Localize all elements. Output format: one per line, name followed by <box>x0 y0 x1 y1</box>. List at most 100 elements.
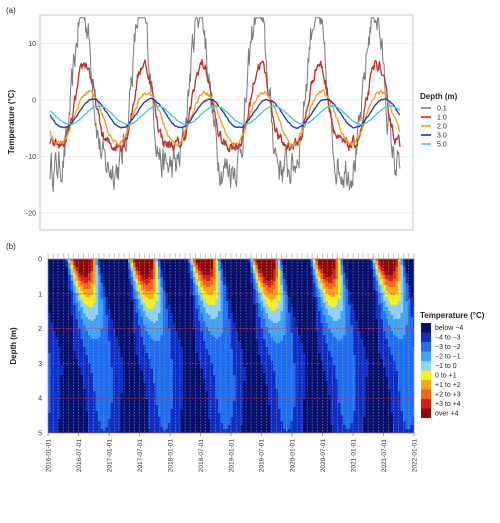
heatmap-cell <box>60 333 64 336</box>
heatmap-cell <box>48 309 51 312</box>
heatmap-cell <box>70 379 74 382</box>
heatmap-cell <box>53 417 56 420</box>
heatmap-cell <box>65 295 69 298</box>
heatmap-cell <box>63 313 66 316</box>
heatmap-cell <box>75 413 79 416</box>
heatmap-cell <box>85 375 89 378</box>
heatmap-cell <box>148 379 151 382</box>
heatmap-cell <box>155 287 159 290</box>
heatmap-cell <box>160 421 164 424</box>
heatmap-cell <box>73 431 76 433</box>
heatmap-cell <box>103 413 106 416</box>
heatmap-cell <box>120 283 124 286</box>
heatmap-cell <box>160 269 164 272</box>
heatmap-cell <box>168 333 171 336</box>
heatmap-cell <box>105 313 109 316</box>
heatmap-cell <box>115 425 119 428</box>
heatmap-cell <box>180 317 184 320</box>
heatmap-cell <box>65 283 69 286</box>
heatmap-cell <box>58 391 61 394</box>
heatmap-cell <box>125 315 129 318</box>
heatmap-cell <box>180 365 184 368</box>
heatmap-cell <box>190 265 194 268</box>
heatmap-cell <box>153 417 156 420</box>
heatmap-cell <box>68 429 71 432</box>
heatmap-cell <box>180 297 184 300</box>
heatmap-cell <box>70 279 74 282</box>
heatmap-cell <box>168 269 171 272</box>
heatmap-cell <box>68 375 71 378</box>
heatmap-cell <box>83 295 86 298</box>
heatmap-cell <box>185 289 189 292</box>
heatmap-cell <box>110 389 114 392</box>
heatmap-cell <box>80 267 84 270</box>
heatmap-cell <box>105 279 109 282</box>
heatmap-cell <box>63 351 66 354</box>
heatmap-cell <box>93 303 96 306</box>
heatmap-cell <box>65 387 69 390</box>
heatmap-cell <box>73 299 76 302</box>
heatmap-cell <box>55 375 59 378</box>
heatmap-cell <box>73 387 76 390</box>
heatmap-cell <box>118 307 121 310</box>
heatmap-cell <box>148 391 151 394</box>
heatmap-cell <box>165 343 169 346</box>
heatmap-cell <box>55 355 59 358</box>
heatmap-cell <box>110 301 114 304</box>
heatmap-cell <box>70 381 74 384</box>
heatmap-cell <box>158 355 161 358</box>
heatmap-cell <box>98 415 101 418</box>
heatmap-cell <box>95 277 99 280</box>
heatmap-cell <box>95 333 99 336</box>
heatmap-cell <box>140 259 144 262</box>
heatmap-cell <box>50 263 54 266</box>
heatmap-cell <box>103 375 106 378</box>
heatmap-cell <box>140 261 144 264</box>
heatmap-cell <box>93 389 96 392</box>
heatmap-cell <box>118 263 121 266</box>
heatmap-cell <box>138 299 141 302</box>
heatmap-cell <box>163 307 166 310</box>
heatmap-cell <box>108 291 111 294</box>
heatmap-cell <box>93 323 96 326</box>
heatmap-cell <box>103 271 106 274</box>
heatmap-cell <box>168 323 171 326</box>
heatmap-cell <box>145 405 149 408</box>
heatmap-cell <box>83 319 86 322</box>
heatmap-cell <box>103 335 106 338</box>
heatmap-cell <box>163 317 166 320</box>
heatmap-cell <box>183 331 186 334</box>
heatmap-cell <box>75 399 79 402</box>
heatmap-cell <box>118 391 121 394</box>
heatmap-cell <box>63 385 66 388</box>
heatmap-cell <box>65 299 69 302</box>
heatmap-cell <box>183 337 186 340</box>
heatmap-cell <box>80 363 84 366</box>
heatmap-cell <box>148 371 151 374</box>
heatmap-cell <box>123 283 126 286</box>
heatmap-cell <box>60 289 64 292</box>
heatmap-cell <box>100 325 104 328</box>
heatmap-cell <box>63 305 66 308</box>
heatmap-cell <box>148 331 151 334</box>
heatmap-cell <box>115 419 119 422</box>
heatmap-cell <box>53 265 56 268</box>
heatmap-cell <box>125 313 129 316</box>
heatmap-cell <box>105 265 109 268</box>
heatmap-cell <box>128 431 131 433</box>
heatmap-cell <box>188 381 191 384</box>
heatmap-cell <box>68 319 71 322</box>
heatmap-cell <box>128 407 131 410</box>
heatmap-cell <box>68 431 71 433</box>
heatmap-cell <box>128 357 131 360</box>
heatmap-cell <box>80 311 84 314</box>
heatmap-cell <box>115 307 119 310</box>
heatmap-cell <box>185 413 189 416</box>
heatmap-cell <box>63 361 66 364</box>
heatmap-cell <box>65 309 69 312</box>
heatmap-cell <box>128 369 131 372</box>
heatmap-cell <box>168 411 171 414</box>
heatmap-cell <box>85 283 89 286</box>
heatmap-cell <box>65 355 69 358</box>
heatmap-cell <box>108 281 111 284</box>
